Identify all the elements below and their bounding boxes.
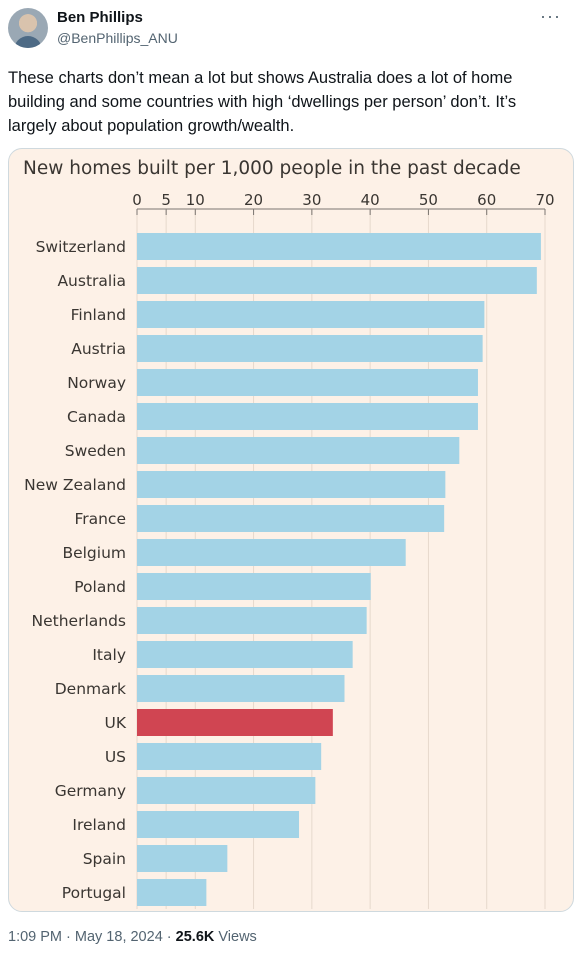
x-tick-label: 20 bbox=[244, 191, 263, 209]
category-label: Netherlands bbox=[32, 612, 126, 630]
category-label: Portugal bbox=[62, 884, 126, 902]
category-label: Ireland bbox=[72, 816, 126, 834]
bar-australia bbox=[137, 267, 537, 294]
bar-denmark bbox=[137, 675, 345, 702]
more-horizontal-icon[interactable]: ··· bbox=[540, 6, 561, 26]
bar-spain bbox=[137, 845, 228, 872]
tweet-date[interactable]: May 18, 2024 bbox=[74, 929, 163, 945]
avatar-shirt bbox=[14, 36, 42, 48]
x-tick-label: 70 bbox=[535, 191, 554, 209]
chart-title: New homes built per 1,000 people in the … bbox=[23, 158, 521, 179]
bar-uk bbox=[137, 709, 333, 736]
avatar[interactable] bbox=[8, 8, 48, 48]
x-tick-label: 0 bbox=[132, 191, 142, 209]
bar-austria bbox=[137, 335, 483, 362]
category-label: Germany bbox=[55, 782, 126, 800]
x-tick-label: 40 bbox=[361, 191, 380, 209]
category-label: Finland bbox=[71, 306, 126, 324]
bar-norway bbox=[137, 369, 478, 396]
category-label: Belgium bbox=[62, 544, 126, 562]
bar-portugal bbox=[137, 879, 207, 906]
author-handle[interactable]: @BenPhillips_ANU bbox=[57, 30, 178, 46]
views-label: Views bbox=[214, 929, 257, 945]
category-label: UK bbox=[104, 714, 126, 732]
bar-poland bbox=[137, 573, 371, 600]
separator: · bbox=[162, 929, 176, 945]
category-label: Switzerland bbox=[36, 238, 126, 256]
views-count: 25.6K bbox=[175, 929, 215, 945]
category-label: Canada bbox=[67, 408, 126, 426]
category-label: Sweden bbox=[65, 442, 126, 460]
separator: · bbox=[62, 929, 75, 945]
tweet-text-line: largely about population growth/wealth. bbox=[8, 117, 295, 135]
tweet-media-chart[interactable]: New homes built per 1,000 people in the … bbox=[8, 148, 574, 912]
category-label: US bbox=[105, 748, 126, 766]
bar-switzerland bbox=[137, 233, 541, 260]
bar-france bbox=[137, 505, 445, 532]
tweet-meta: 1:09 PM · May 18, 2024 · 25.6K Views bbox=[8, 929, 257, 945]
category-label: Norway bbox=[67, 374, 126, 392]
bar-sweden bbox=[137, 437, 460, 464]
tweet-time[interactable]: 1:09 PM bbox=[8, 929, 62, 945]
x-tick-label: 10 bbox=[186, 191, 205, 209]
bar-us bbox=[137, 743, 322, 770]
category-label: Italy bbox=[92, 646, 126, 664]
category-label: Australia bbox=[57, 272, 126, 290]
bar-new-zealand bbox=[137, 471, 446, 498]
category-label: France bbox=[74, 510, 126, 528]
bar-canada bbox=[137, 403, 478, 430]
category-label: Denmark bbox=[55, 680, 126, 698]
category-label: Spain bbox=[83, 850, 126, 868]
bar-belgium bbox=[137, 539, 406, 566]
bar-italy bbox=[137, 641, 353, 668]
tweet-text: These charts don’t mean a lot but shows … bbox=[8, 66, 564, 138]
bar-ireland bbox=[137, 811, 300, 838]
tweet-text-line: building and some countries with high ‘d… bbox=[8, 93, 517, 111]
bar-chart: New homes built per 1,000 people in the … bbox=[23, 158, 555, 909]
bar-finland bbox=[137, 301, 485, 328]
x-tick-label: 60 bbox=[477, 191, 496, 209]
bar-germany bbox=[137, 777, 316, 804]
x-tick-label: 50 bbox=[419, 191, 438, 209]
author-name[interactable]: Ben Phillips bbox=[57, 9, 143, 26]
bar-netherlands bbox=[137, 607, 367, 634]
category-label: Austria bbox=[71, 340, 126, 358]
category-label: New Zealand bbox=[24, 476, 126, 494]
x-tick-label: 5 bbox=[161, 191, 171, 209]
category-label: Poland bbox=[74, 578, 126, 596]
tweet-text-line: These charts don’t mean a lot but shows … bbox=[8, 69, 513, 87]
x-tick-label: 30 bbox=[302, 191, 321, 209]
